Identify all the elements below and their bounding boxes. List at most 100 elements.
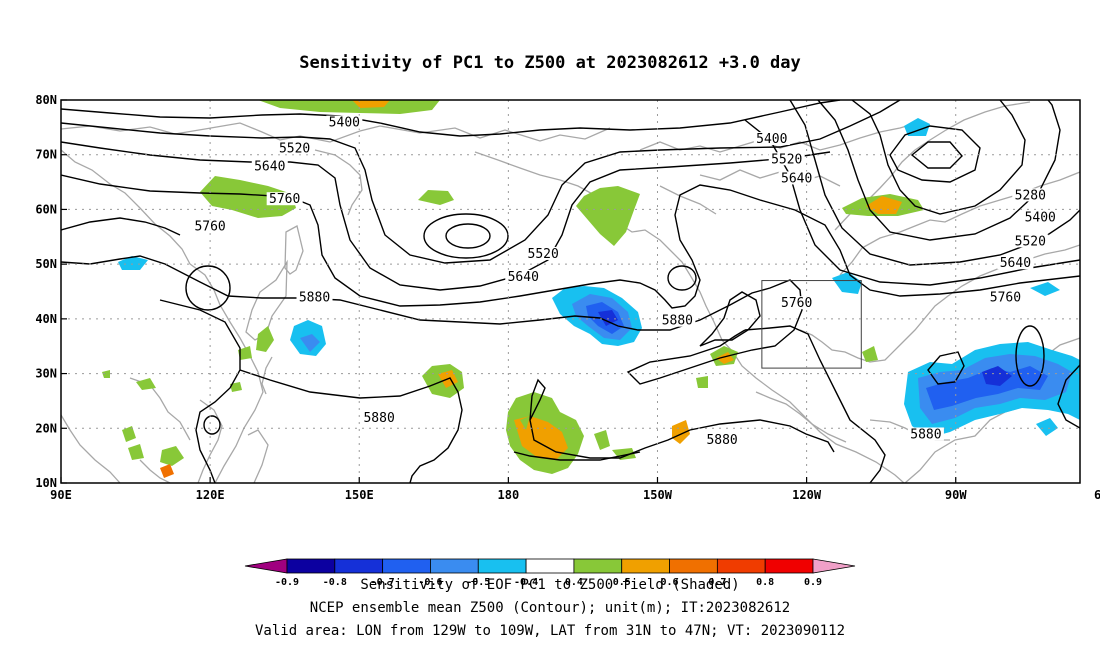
lon-tick-label: 90E [50,488,72,502]
lon-tick-label: 150E [345,488,374,502]
sensitivity-shading [102,100,1080,478]
contour-label-bg [326,115,363,129]
contour-label-bg [778,171,815,185]
colorbar-swatch [812,558,856,574]
contour-label-bg [659,313,696,327]
contour-label-bg [276,141,313,155]
contour-5880-south [239,369,463,483]
contour-label: 5400 [1025,210,1056,225]
colorbar-label: 0.5 [613,577,631,588]
colorbar-swatch [525,558,575,574]
colorbar-label: -0.5 [466,577,490,588]
lat-tick-label: 30N [35,367,57,381]
contour-labels: 5400 5520 5640 5760 5760 5880 5880 5400 5520 5640… [192,115,1059,448]
colorbar-label: 0.6 [661,577,679,588]
map-frame [60,99,1081,484]
contour-5400-low [445,223,491,249]
contour-label-bg [1022,210,1059,224]
contour-label-bg [768,152,805,166]
lat-tick-label: 10N [35,476,57,490]
contour-5760-mid-low [699,291,761,347]
contour-label: 5520 [528,247,559,262]
caption-line-2: NCEP ensemble mean Z500 (Contour); unit(… [310,600,790,616]
colorbar-swatch [716,558,766,574]
contour-label-bg [1012,234,1049,248]
colorbar-label: -0.6 [418,577,442,588]
contour-label: 5520 [771,152,802,167]
lat-tick-label: 20N [35,421,57,435]
contour-5760-west-ring [61,217,181,236]
caption-line-1: Sensitivity of EOF PC1 to Z500 field (Sh… [360,577,739,593]
contour-label: 5760 [194,220,225,235]
contour-label: 5400 [329,116,360,131]
contour-label: 5640 [508,270,539,285]
contour-label-bg [778,296,815,310]
contour-label: 5640 [1000,256,1031,271]
contour-label-bg [1012,188,1049,202]
lon-tick-label: 120W [792,488,822,502]
contour-5760-west [61,174,1080,309]
contour-label: 5400 [756,132,787,147]
contour-5520-low [423,213,509,259]
contour-5880-east [744,325,886,483]
contour-label-bg [525,246,562,260]
contour-label-bg [997,256,1034,270]
colorbar-swatch [764,558,814,574]
contour-5520-west [61,100,901,264]
contour-5520-east [817,100,1061,241]
colorbar-swatch [669,558,718,574]
colorbar-swatch [334,558,384,574]
lat-tick-label: 50N [35,257,57,271]
contour-label: 5880 [363,411,394,426]
contour-5280 [889,125,981,183]
contour-label-bg [505,269,542,283]
colorbar-label: -0.7 [371,577,395,588]
contour-label-bg [266,192,303,206]
contour-label-bg [987,290,1024,304]
colorbar-label: 0.4 [565,577,583,588]
colorbar-swatch [621,558,670,574]
contour-east-low [927,351,965,385]
lon-tick-label: 60W [1094,488,1100,502]
contour-label: 5880 [706,433,737,448]
contour-5400-east [851,100,1026,215]
contour-5880-mid [159,299,241,483]
contour-label: 5880 [910,427,941,442]
contour-label: 5760 [990,291,1021,306]
valid-area-box [761,280,862,369]
colorbar-swatch [286,558,336,574]
gridlines [61,100,1080,483]
lon-tick-label: 90W [945,488,967,502]
map-title: Sensitivity of PC1 to Z500 at 2023082612… [299,53,801,73]
map-area [61,100,1080,483]
contour-label-bg [192,219,229,233]
contour-label: 5760 [269,192,300,207]
z500-contours [61,100,1080,483]
axes: 90E 120E 150E 180 150W 120W 90W 60W 10N 20N 30N 40N… [35,93,1100,502]
contour-label: 5520 [279,141,310,156]
contour-5880-east-lower [1057,364,1080,429]
contour-5640-west [61,141,831,291]
caption-line-3: Valid area: LON from 129W to 109W, LAT f… [255,623,845,639]
contour-label: 5640 [254,159,285,174]
contour-east-low-2 [1015,325,1045,387]
contour-5280-inner [910,141,963,169]
contour-5880-central [529,378,835,459]
contour-5880-pool [513,451,641,461]
colorbar-label: 0.8 [756,577,774,588]
contour-small-low [203,415,221,435]
contour-label-bg [361,411,398,425]
lon-tick-label: 120E [196,488,225,502]
colorbar-swatch [430,558,479,574]
contour-label: 5280 [1015,188,1046,203]
colorbar-label: -0.8 [323,577,347,588]
lat-tick-label: 80N [35,93,57,107]
colorbar-label: 0.9 [804,577,822,588]
contour-label-bg [296,290,333,304]
lon-tick-label: 150W [643,488,673,502]
contour-label: 5520 [1015,234,1046,249]
contour-label-bg [704,432,741,446]
colorbar-label: 0.7 [708,577,726,588]
contour-5760-small [667,265,697,291]
